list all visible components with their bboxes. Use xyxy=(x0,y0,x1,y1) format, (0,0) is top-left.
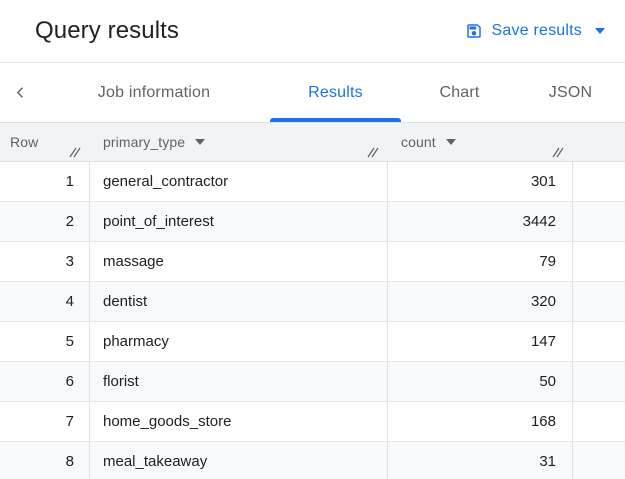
cell-spacer xyxy=(573,162,625,201)
column-header-count[interactable]: count xyxy=(388,123,573,161)
cell-primary-type: massage xyxy=(90,242,388,281)
column-header-row: Row xyxy=(0,123,90,161)
cell-row-number: 3 xyxy=(0,242,90,281)
cell-row-number: 4 xyxy=(0,282,90,321)
cell-count: 31 xyxy=(388,442,573,479)
tab-label: Results xyxy=(308,83,363,101)
table-row[interactable]: 7 home_goods_store 168 xyxy=(0,402,625,442)
chevron-left-icon[interactable] xyxy=(0,63,40,122)
column-resize-handle-icon[interactable] xyxy=(69,147,81,158)
cell-primary-type: meal_takeaway xyxy=(90,442,388,479)
cell-primary-type: point_of_interest xyxy=(90,202,388,241)
save-icon xyxy=(465,22,483,40)
cell-row-number: 2 xyxy=(0,202,90,241)
table-row[interactable]: 5 pharmacy 147 xyxy=(0,322,625,362)
cell-spacer xyxy=(573,202,625,241)
table-header-row: Row primary_type count xyxy=(0,123,625,162)
column-menu-caret-icon[interactable] xyxy=(445,139,456,145)
cell-row-number: 6 xyxy=(0,362,90,401)
column-resize-handle-icon[interactable] xyxy=(367,147,379,158)
cell-primary-type: pharmacy xyxy=(90,322,388,361)
cell-primary-type: dentist xyxy=(90,282,388,321)
cell-primary-type: home_goods_store xyxy=(90,402,388,441)
column-header-spacer xyxy=(573,123,625,161)
save-results-caret-icon xyxy=(595,28,605,34)
column-menu-caret-icon[interactable] xyxy=(195,139,206,145)
cell-primary-type: florist xyxy=(90,362,388,401)
table-row[interactable]: 4 dentist 320 xyxy=(0,282,625,322)
column-header-label: count xyxy=(401,134,436,150)
cell-spacer xyxy=(573,282,625,321)
tab-json[interactable]: JSON xyxy=(516,63,625,122)
column-header-label: Row xyxy=(10,134,39,150)
save-results-label: Save results xyxy=(491,22,582,39)
cell-count: 320 xyxy=(388,282,573,321)
table-row[interactable]: 8 meal_takeaway 31 xyxy=(0,442,625,479)
tab-chart[interactable]: Chart xyxy=(403,63,516,122)
table-row[interactable]: 3 massage 79 xyxy=(0,242,625,282)
column-resize-handle-icon[interactable] xyxy=(552,147,564,158)
cell-count: 3442 xyxy=(388,202,573,241)
cell-row-number: 1 xyxy=(0,162,90,201)
cell-count: 168 xyxy=(388,402,573,441)
cell-primary-type: general_contractor xyxy=(90,162,388,201)
tab-bar: Job information Results Chart JSON xyxy=(0,63,625,123)
tab-job-information[interactable]: Job information xyxy=(40,63,268,122)
save-results-button[interactable]: Save results xyxy=(465,22,605,40)
column-header-primary-type[interactable]: primary_type xyxy=(90,123,388,161)
page-title: Query results xyxy=(35,17,180,44)
table-row[interactable]: 1 general_contractor 301 xyxy=(0,162,625,202)
tab-label: JSON xyxy=(548,83,593,101)
cell-count: 301 xyxy=(388,162,573,201)
table-row[interactable]: 6 florist 50 xyxy=(0,362,625,402)
tab-label: Job information xyxy=(97,83,211,101)
cell-count: 147 xyxy=(388,322,573,361)
cell-spacer xyxy=(573,442,625,479)
cell-row-number: 7 xyxy=(0,402,90,441)
table-body: 1 general_contractor 301 2 point_of_inte… xyxy=(0,162,625,479)
panel-header: Query results Save results xyxy=(0,0,625,63)
cell-count: 79 xyxy=(388,242,573,281)
cell-row-number: 5 xyxy=(0,322,90,361)
tab-results[interactable]: Results xyxy=(268,63,403,122)
column-header-label: primary_type xyxy=(103,134,186,150)
cell-row-number: 8 xyxy=(0,442,90,479)
tab-label: Chart xyxy=(439,83,480,101)
table-row[interactable]: 2 point_of_interest 3442 xyxy=(0,202,625,242)
cell-spacer xyxy=(573,362,625,401)
cell-count: 50 xyxy=(388,362,573,401)
cell-spacer xyxy=(573,402,625,441)
cell-spacer xyxy=(573,242,625,281)
cell-spacer xyxy=(573,322,625,361)
